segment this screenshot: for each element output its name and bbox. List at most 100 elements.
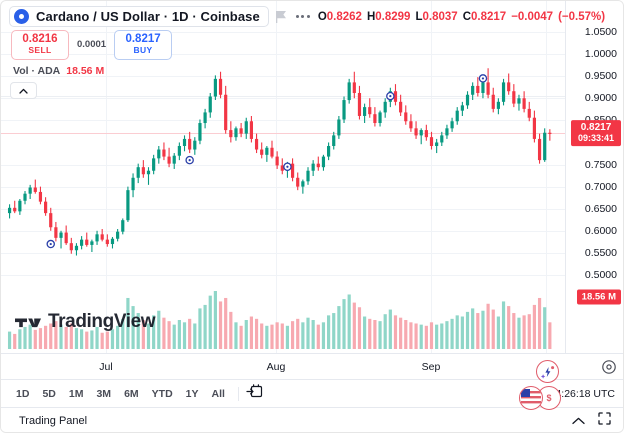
candle-body <box>414 128 418 136</box>
buy-button[interactable]: 0.8217 BUY <box>114 30 173 60</box>
volume-bar <box>342 299 346 349</box>
candle-body <box>507 82 511 92</box>
candle-body <box>208 96 212 113</box>
grid-line <box>1 274 567 276</box>
grid-line <box>1 76 567 78</box>
current-price-line <box>1 132 567 134</box>
range-button-6m[interactable]: 6M <box>118 385 145 403</box>
spread-value: 0.0001 <box>77 39 107 51</box>
news-marker-dot <box>49 242 52 246</box>
candle-body <box>450 121 454 129</box>
volume-bar <box>496 316 500 349</box>
candle-body <box>105 239 109 245</box>
volume-bar <box>100 332 104 349</box>
candle-body <box>445 128 449 136</box>
volume-bar <box>18 329 22 349</box>
volume-bar <box>260 323 264 349</box>
buy-label: BUY <box>133 45 153 56</box>
grid-line <box>1 98 567 100</box>
candle-body <box>429 137 434 146</box>
volume-bar <box>116 325 120 349</box>
news-marker-dot <box>481 77 485 80</box>
volume-bar <box>409 322 413 349</box>
sell-button[interactable]: 0.8216 SELL <box>11 30 69 60</box>
candle-body <box>471 85 475 95</box>
ai-lightning-icon[interactable] <box>536 360 559 383</box>
volume-bar <box>548 322 552 349</box>
clock-label: 14:26:18 UTC <box>549 387 615 400</box>
candle-body <box>229 130 233 138</box>
flag-icon[interactable] <box>275 10 288 24</box>
goto-date-button[interactable] <box>246 383 263 405</box>
candle-body <box>126 190 130 221</box>
candle-body <box>203 112 207 124</box>
toolbar-divider <box>237 386 239 401</box>
candle-body <box>290 163 295 178</box>
volume-bar <box>265 325 269 349</box>
news-marker-dot <box>286 165 289 168</box>
symbol-chip[interactable]: Cardano / US Dollar · 1D · Coinbase <box>9 6 269 27</box>
candle-body <box>321 156 326 168</box>
volume-legend-title: Vol · ADA <box>13 65 61 77</box>
volume-bar <box>517 317 521 349</box>
trading-panel-actions <box>572 412 623 430</box>
volume-bar <box>388 309 392 349</box>
volume-bar <box>290 321 295 349</box>
pane-collapse-button[interactable] <box>10 82 37 99</box>
range-buttons: 1D 5D 1M 3M 6M YTD 1Y All <box>1 385 231 403</box>
maximize-icon <box>598 412 611 425</box>
volume-value-badge: 18.56 M <box>576 289 621 305</box>
volume-legend[interactable]: Vol · ADA 18.56 M <box>13 65 104 77</box>
candle-body <box>59 232 63 238</box>
trade-buttons: 0.8216 SELL 0.0001 0.8217 BUY <box>11 30 173 60</box>
candle-body <box>33 187 37 192</box>
price-axis[interactable]: 1.05001.00000.95000.90000.85000.75000.70… <box>565 1 623 353</box>
ohlc-open-value: 0.8262 <box>326 10 362 23</box>
candle-body <box>337 119 341 136</box>
candle-body <box>260 149 264 155</box>
time-tick: Sep <box>421 361 441 373</box>
volume-bar <box>110 329 115 349</box>
candle-body <box>347 82 351 101</box>
volume-bar <box>383 314 387 349</box>
range-button-all[interactable]: All <box>206 385 231 403</box>
candle-body <box>465 94 470 106</box>
volume-bar <box>357 307 362 349</box>
range-button-1d[interactable]: 1D <box>10 385 35 403</box>
candle-body <box>455 110 459 122</box>
range-button-3m[interactable]: 3M <box>90 385 117 403</box>
currency-pair-flags-icon[interactable]: $ <box>519 386 565 410</box>
more-options-icon[interactable] <box>294 12 312 21</box>
range-button-1y[interactable]: 1Y <box>180 385 205 403</box>
candle-body <box>167 156 171 164</box>
candle-body <box>80 239 84 246</box>
volume-bar <box>507 306 511 349</box>
candle-body <box>316 163 320 168</box>
volume-bar <box>306 317 310 349</box>
candle-body <box>193 140 197 150</box>
volume-bar <box>419 324 423 349</box>
volume-bar <box>80 329 84 349</box>
price-tick: 0.6500 <box>584 202 617 215</box>
candle-body <box>399 101 403 113</box>
ohlc-high-value: 0.8299 <box>375 10 411 23</box>
trading-panel-maximize-button[interactable] <box>598 412 611 430</box>
range-button-5d[interactable]: 5D <box>36 385 61 403</box>
volume-bar <box>33 329 37 349</box>
volume-bar <box>455 315 459 349</box>
range-button-1m[interactable]: 1M <box>63 385 90 403</box>
range-button-ytd[interactable]: YTD <box>146 385 179 403</box>
trading-panel-collapse-button[interactable] <box>572 412 585 430</box>
chart-settings-icon[interactable] <box>601 359 617 375</box>
volume-bar <box>105 331 109 349</box>
price-tick: 1.0500 <box>584 26 617 39</box>
candle-body <box>476 85 480 93</box>
volume-bar <box>316 324 320 349</box>
candle-body <box>162 149 166 157</box>
news-marker-dot <box>188 159 191 162</box>
candle-body <box>532 117 536 139</box>
volume-bar <box>404 320 408 349</box>
candle-body <box>239 128 243 134</box>
goto-date-icon <box>246 383 263 397</box>
